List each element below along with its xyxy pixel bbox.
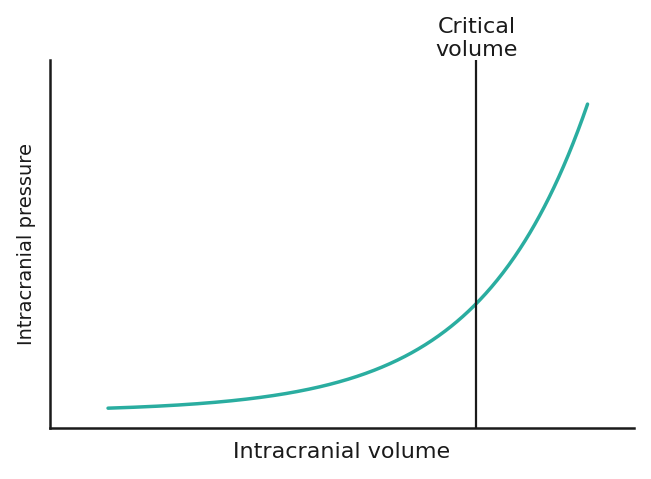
X-axis label: Intracranial volume: Intracranial volume — [233, 442, 450, 462]
Y-axis label: Intracranial pressure: Intracranial pressure — [17, 143, 36, 345]
Text: Critical
volume: Critical volume — [436, 17, 518, 60]
